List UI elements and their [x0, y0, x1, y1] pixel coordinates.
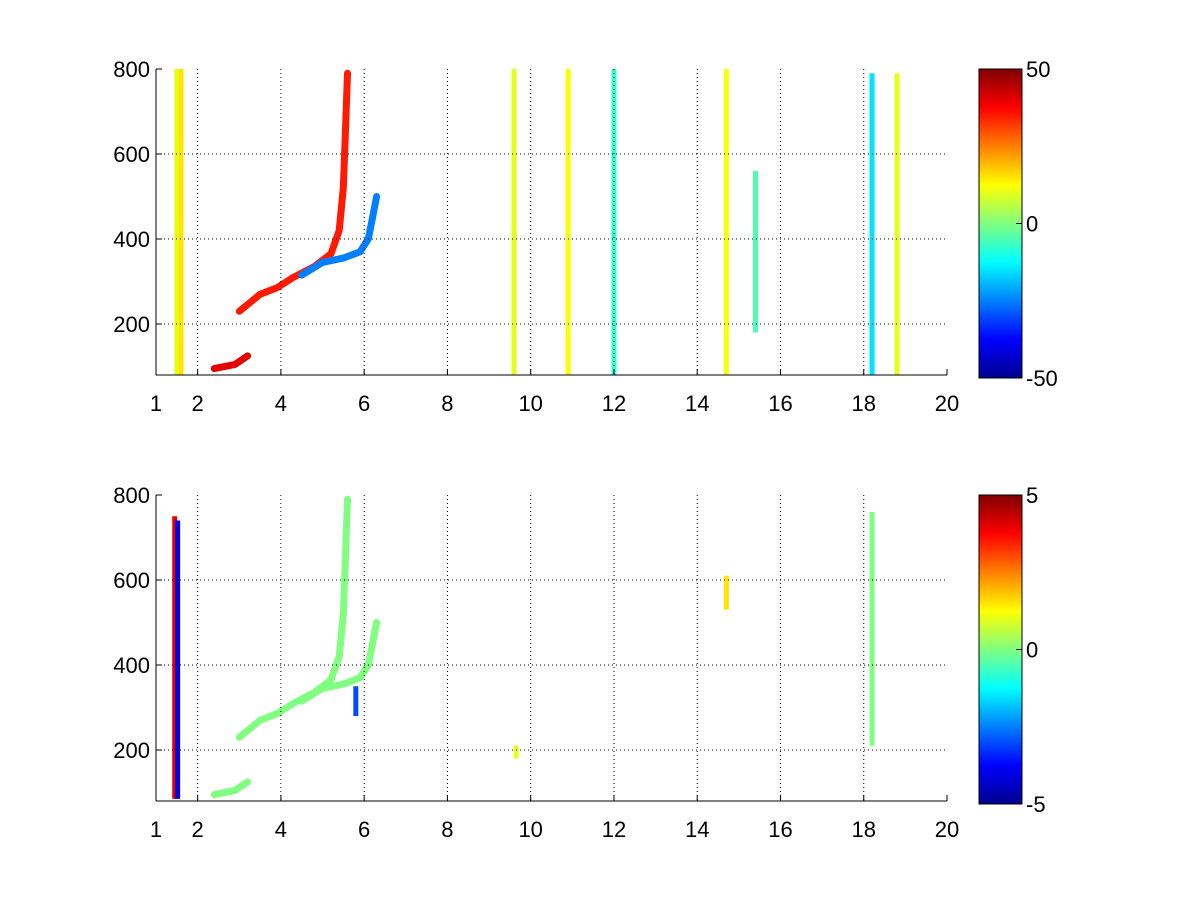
heatmap-band [178, 69, 184, 375]
heatmap-band [565, 69, 571, 375]
colorbar-tick-label: 50 [1026, 57, 1050, 82]
heatmap-ridge [298, 193, 381, 279]
x-tick-label: 6 [358, 817, 370, 842]
x-tick-label: 18 [851, 391, 875, 416]
x-tick-label: 20 [935, 817, 959, 842]
heatmap-band [175, 520, 181, 799]
x-tick-label: 16 [768, 391, 792, 416]
x-tick-label: 1 [150, 817, 162, 842]
x-tick-label: 2 [192, 391, 204, 416]
x-tick-label: 8 [441, 391, 453, 416]
x-tick-label: 6 [358, 391, 370, 416]
colorbar [978, 494, 1023, 805]
heatmap-ridge [298, 619, 381, 705]
x-tick-label: 4 [275, 391, 287, 416]
x-tick-label: 12 [602, 391, 626, 416]
heatmap-band [513, 745, 519, 759]
y-tick-label: 400 [113, 653, 150, 678]
heatmap-band [869, 512, 875, 746]
x-tick-label: 10 [518, 817, 542, 842]
x-tick-label: 8 [441, 817, 453, 842]
y-tick-label: 800 [113, 483, 150, 508]
heatmap-band [894, 73, 900, 375]
y-tick-label: 200 [113, 738, 150, 763]
heatmap-band [723, 69, 729, 375]
y-tick-label: 200 [113, 312, 150, 337]
colorbar-tick-label: -5 [1026, 792, 1046, 817]
plot-area [156, 495, 947, 801]
x-tick-label: 10 [518, 391, 542, 416]
x-tick-label: 20 [935, 391, 959, 416]
y-tick-label: 400 [113, 227, 150, 252]
x-tick-label: 2 [192, 817, 204, 842]
heatmap-band [752, 171, 758, 333]
y-tick-label: 600 [113, 142, 150, 167]
heatmap-ridge [210, 778, 252, 799]
heatmap-band [172, 516, 178, 799]
plot-area [156, 69, 947, 375]
x-tick-label: 14 [685, 817, 709, 842]
heatmap-band [511, 69, 517, 375]
heatmap-band [723, 575, 729, 610]
x-tick-label: 14 [685, 391, 709, 416]
colorbar-tick-label: 0 [1026, 212, 1038, 237]
x-tick-label: 4 [275, 817, 287, 842]
x-tick-label: 12 [602, 817, 626, 842]
x-tick-label: 1 [150, 391, 162, 416]
heatmap-ridge [210, 352, 252, 373]
y-tick-label: 800 [113, 57, 150, 82]
colorbar-tick-label: 5 [1026, 483, 1038, 508]
heatmap-band [353, 686, 359, 716]
data-layer [174, 69, 900, 375]
data-layer [172, 495, 875, 799]
x-tick-label: 16 [768, 817, 792, 842]
heatmap-band [174, 69, 180, 375]
heatmap-band [869, 73, 875, 375]
x-tick-label: 18 [851, 817, 875, 842]
y-tick-label: 600 [113, 568, 150, 593]
colorbar [978, 68, 1023, 379]
colorbar-tick-label: -50 [1026, 366, 1058, 391]
colorbar-tick-label: 0 [1026, 638, 1038, 663]
